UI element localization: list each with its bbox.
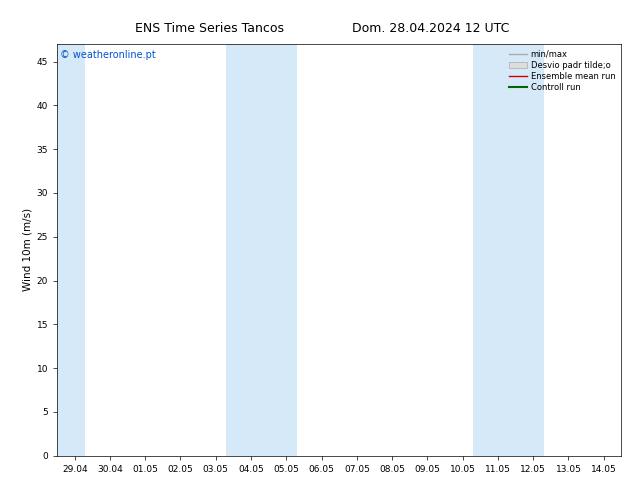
Text: Dom. 28.04.2024 12 UTC: Dom. 28.04.2024 12 UTC	[353, 22, 510, 35]
Y-axis label: Wind 10m (m/s): Wind 10m (m/s)	[22, 208, 32, 292]
Text: © weatheronline.pt: © weatheronline.pt	[60, 50, 155, 60]
Legend: min/max, Desvio padr tilde;o, Ensemble mean run, Controll run: min/max, Desvio padr tilde;o, Ensemble m…	[507, 49, 617, 94]
Text: ENS Time Series Tancos: ENS Time Series Tancos	[134, 22, 284, 35]
Bar	[226, 44, 297, 456]
Bar	[57, 44, 85, 456]
Bar	[473, 44, 544, 456]
